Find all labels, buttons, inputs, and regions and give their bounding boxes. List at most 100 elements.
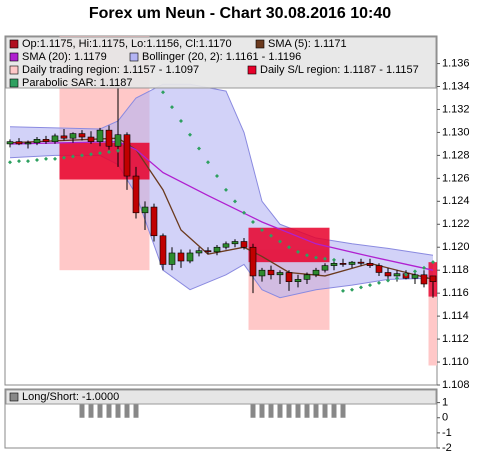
sar-dot <box>422 265 426 270</box>
legend-label: Parabolic SAR: 1.1187 <box>22 77 132 89</box>
long-short-bar <box>331 402 337 418</box>
candle-body <box>384 272 392 277</box>
long-short-bar <box>286 402 292 418</box>
candle-body <box>411 274 419 279</box>
y-tick-label: 1.110 <box>442 356 469 368</box>
trading-region <box>428 296 437 366</box>
candle-body <box>87 136 95 142</box>
candle-body <box>339 263 347 265</box>
sar-dot <box>107 149 111 154</box>
long-short-bar <box>106 402 112 418</box>
candle-body <box>375 265 383 273</box>
sar-dot <box>116 148 120 153</box>
y-tick-label: 1 <box>442 397 448 409</box>
sar-dot <box>80 153 84 158</box>
sar-dot <box>17 159 21 164</box>
candle-body <box>24 142 32 145</box>
candle-body <box>420 274 428 285</box>
legend-label: Op:1.1175, Hi:1.1175, Lo:1.1156, Cl:1.11… <box>22 38 232 50</box>
candle-body <box>132 175 140 214</box>
sar-dot <box>71 154 75 159</box>
long-short-bar <box>340 402 346 418</box>
sar-dot <box>188 132 192 137</box>
sar-dot <box>224 187 228 192</box>
candle-body <box>393 273 401 277</box>
sar-dot <box>26 159 30 164</box>
legend-swatch <box>9 392 19 402</box>
sar-dot <box>251 219 255 224</box>
candle-body <box>150 206 158 237</box>
y-tick-label: -2 <box>442 442 452 454</box>
long-short-bar <box>304 402 310 418</box>
candle-body <box>105 129 113 147</box>
candle-body <box>303 274 311 280</box>
sar-dot <box>233 199 237 204</box>
sar-dot <box>89 152 93 157</box>
long-short-bar <box>295 402 301 418</box>
sar-dot <box>170 105 174 110</box>
sar-dot <box>431 260 435 265</box>
y-tick-label: 1.126 <box>442 172 470 184</box>
legend-label: Bollinger (20, 2): 1.1161 - 1.1196 <box>142 51 301 63</box>
long-short-bar <box>133 402 139 418</box>
y-tick-label: 1.132 <box>442 103 470 115</box>
legend-swatch <box>255 39 265 49</box>
y-tick-label: 1.116 <box>442 287 469 299</box>
y-tick-label: 1.118 <box>442 264 469 276</box>
legend-box <box>5 36 437 89</box>
legend-swatch <box>9 65 19 75</box>
candle-body <box>123 134 131 177</box>
sar-dot <box>413 269 417 274</box>
candle-body <box>51 135 59 142</box>
y-tick-label: 1.122 <box>442 218 470 230</box>
candle-body <box>204 250 212 253</box>
candle-body <box>366 263 374 266</box>
candle-body <box>114 134 122 147</box>
long-short-bar <box>97 402 103 418</box>
legend-label: SMA (5): 1.1171 <box>268 38 347 50</box>
sar-dot <box>98 151 102 156</box>
y-tick-label: 1.130 <box>442 126 470 138</box>
y-tick-label: 1.136 <box>442 57 470 69</box>
chart-title: Forex um Neun - Chart 30.08.2016 10:40 <box>89 5 391 22</box>
long-short-bar <box>88 402 94 418</box>
legend-swatch <box>129 52 139 62</box>
candle-body <box>69 133 77 139</box>
sar-dot <box>242 210 246 215</box>
sar-dot <box>197 146 201 151</box>
long-short-bar <box>259 402 265 418</box>
candle-body <box>213 246 221 253</box>
sar-dot <box>305 253 309 258</box>
long-short-bar <box>268 402 274 418</box>
candle-body <box>177 252 185 262</box>
sar-dot <box>35 157 39 162</box>
sar-dot <box>296 249 300 254</box>
candle-body <box>240 241 248 248</box>
bollinger-upper <box>9 83 434 256</box>
candle-body <box>42 139 50 142</box>
legend-box <box>5 389 437 405</box>
sar-dot <box>404 272 408 277</box>
long-short-bar <box>115 402 121 418</box>
candle-body <box>231 241 239 245</box>
y-tick-label: 1.124 <box>442 195 470 207</box>
candle-body <box>312 269 320 276</box>
legend-swatch <box>247 65 257 75</box>
y-tick-label: 1.128 <box>442 149 470 161</box>
sar-dot <box>350 287 354 292</box>
legend-label: Daily S/L region: 1.1187 - 1.1157 <box>260 64 419 76</box>
candle-body <box>33 139 41 144</box>
candle-body <box>429 275 437 282</box>
sar-dot <box>287 245 291 250</box>
sar-dot <box>161 90 165 95</box>
sar-dot <box>386 278 390 283</box>
y-tick-label: 1.114 <box>442 310 469 322</box>
sar-dot <box>323 256 327 261</box>
sar-dot <box>8 160 12 165</box>
candle-body <box>96 129 104 142</box>
sar-dot <box>44 156 48 161</box>
sar-dot <box>53 156 57 161</box>
candle-body <box>357 261 365 264</box>
candle-body <box>159 235 167 265</box>
